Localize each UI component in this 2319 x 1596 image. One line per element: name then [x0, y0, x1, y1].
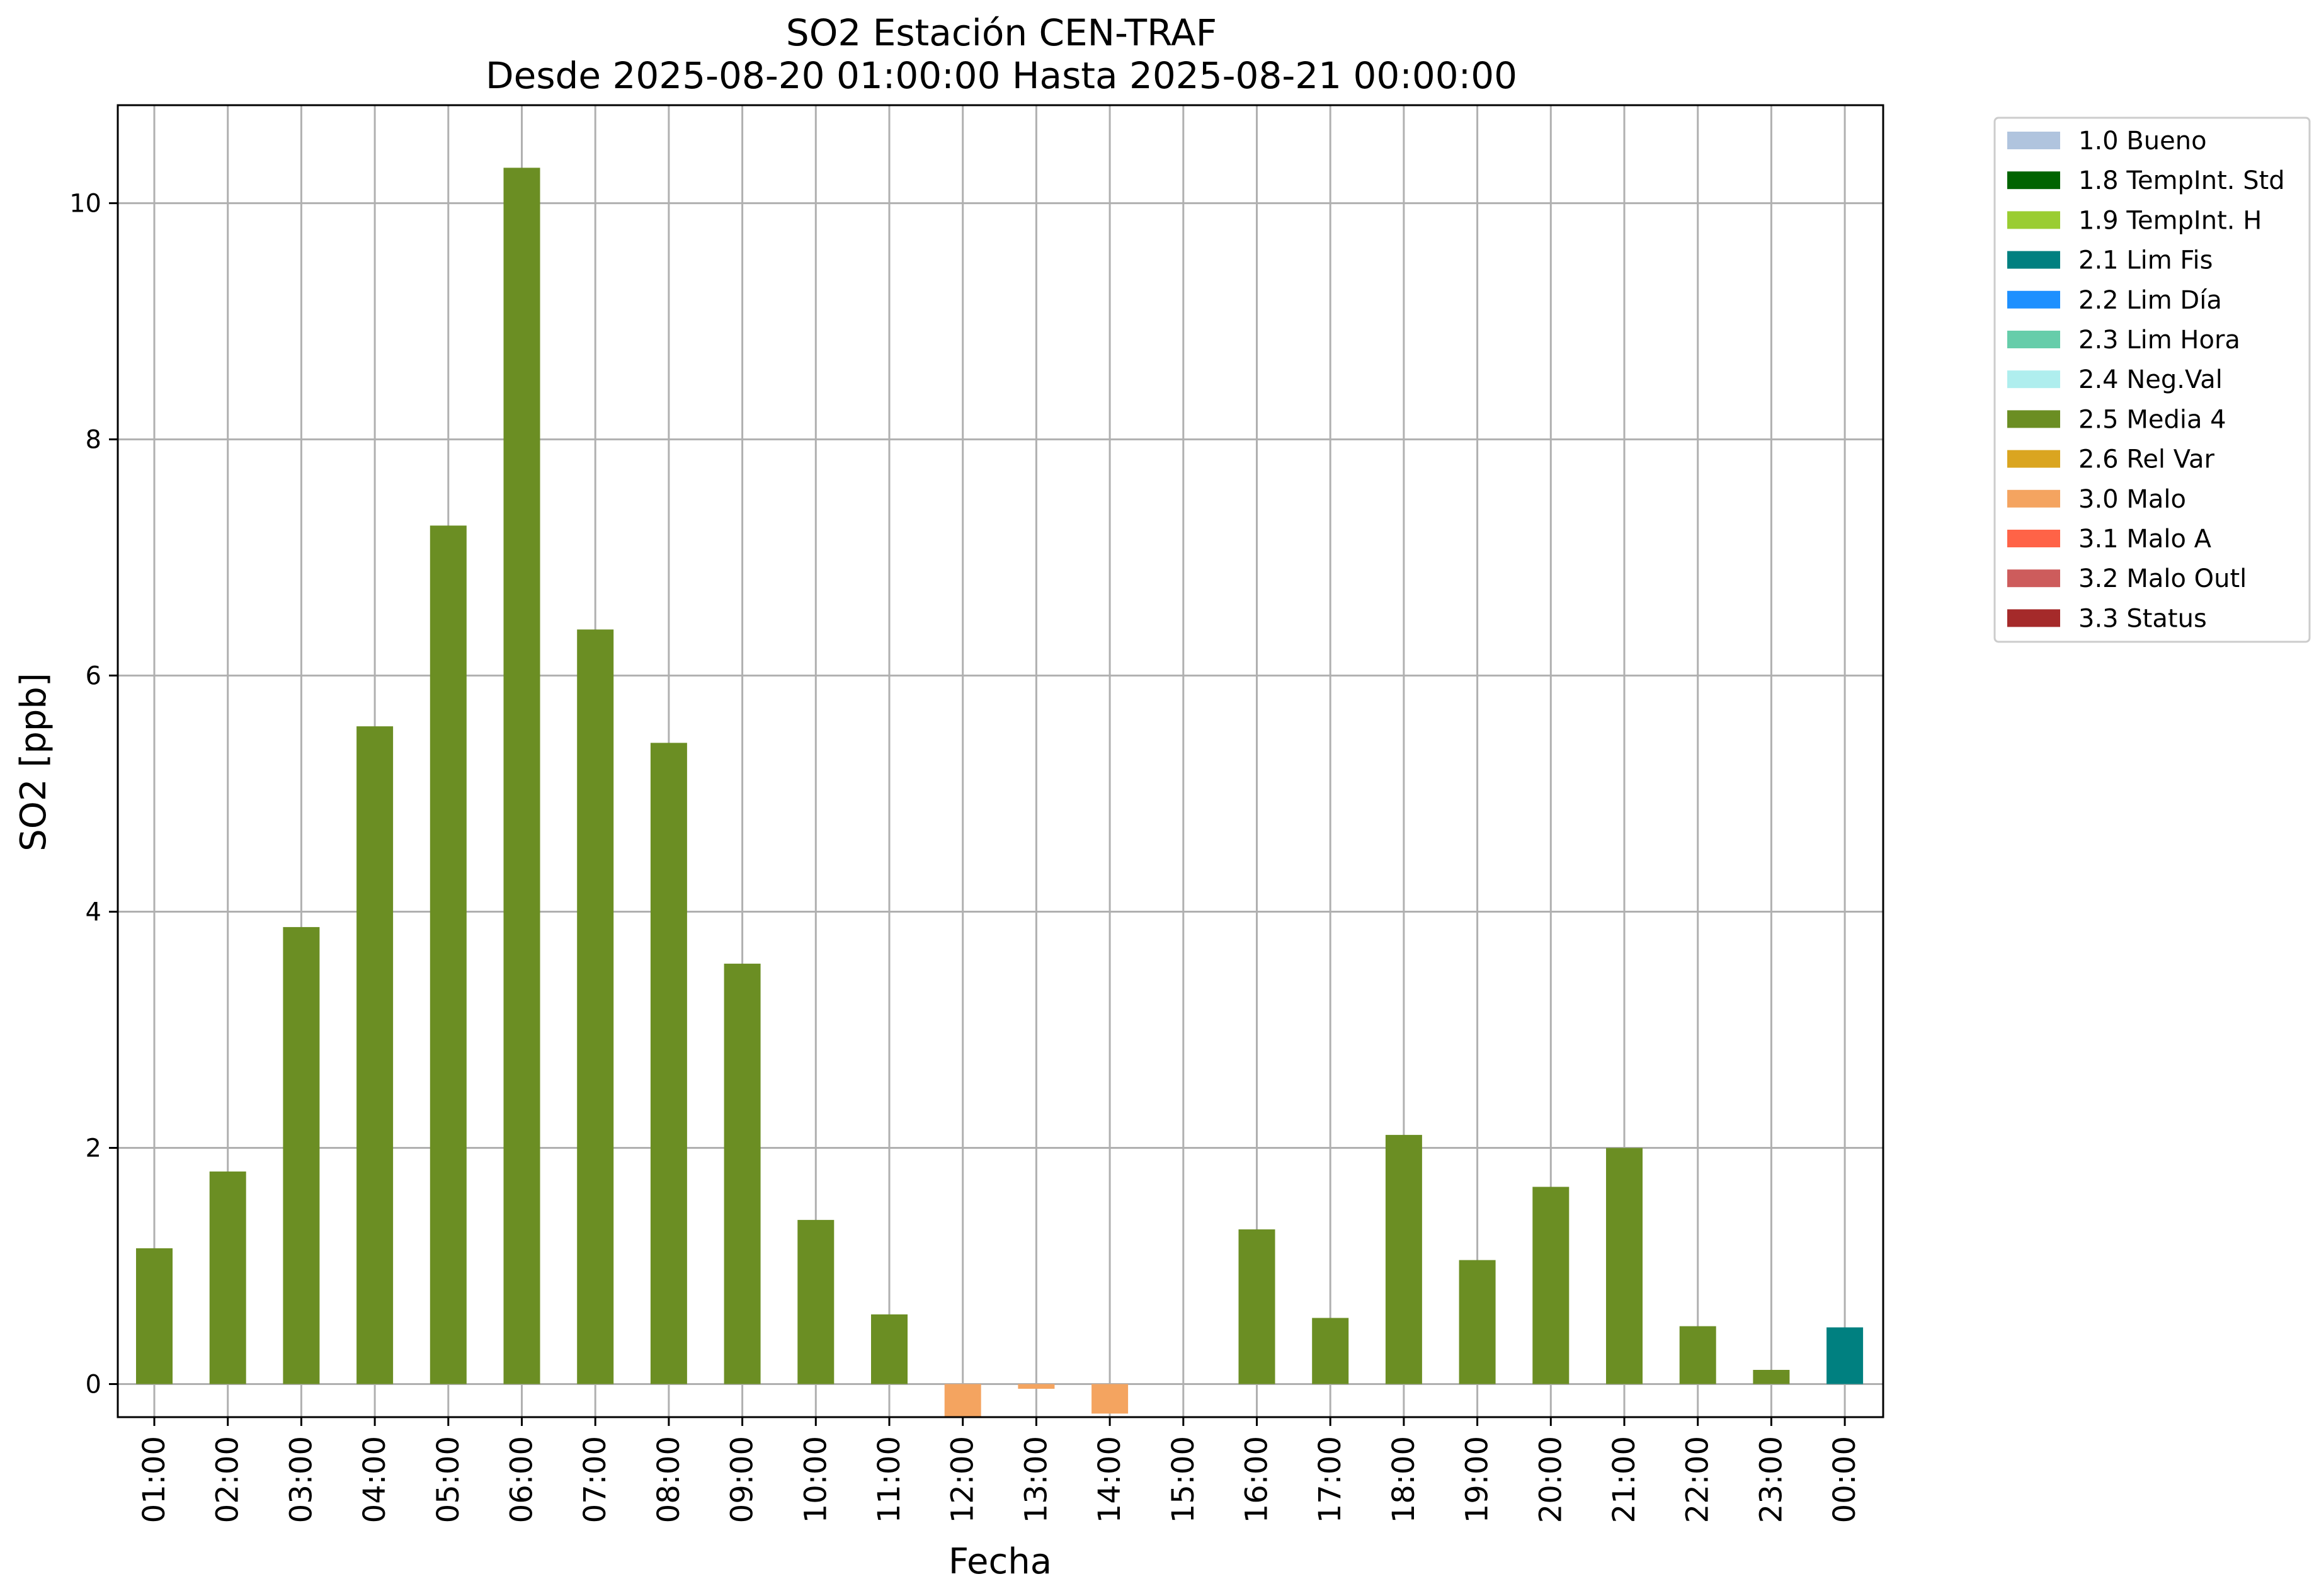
bar-20:00	[1532, 1187, 1570, 1384]
x-tick-label: 15:00	[1166, 1436, 1201, 1523]
x-tick-label: 02:00	[210, 1436, 246, 1523]
x-axis-label: Fecha	[949, 1541, 1052, 1582]
legend-swatch	[2007, 450, 2060, 468]
legend-label: 2.3 Lim Hora	[2078, 326, 2240, 355]
y-tick-label: 0	[86, 1371, 101, 1399]
legend-swatch	[2007, 410, 2060, 428]
x-tick-label: 17:00	[1313, 1436, 1348, 1523]
y-tick-label: 10	[69, 190, 101, 219]
bar-02:00	[209, 1171, 246, 1384]
x-tick-label: 22:00	[1680, 1436, 1716, 1523]
bar-09:00	[724, 964, 761, 1384]
x-tick-label: 13:00	[1018, 1436, 1054, 1523]
legend-swatch	[2007, 211, 2060, 229]
x-tick-label: 07:00	[578, 1436, 613, 1523]
legend-label: 2.4 Neg.Val	[2078, 365, 2223, 394]
legend-label: 1.9 TempInt. H	[2078, 206, 2262, 235]
legend-swatch	[2007, 132, 2060, 149]
legend-swatch	[2007, 331, 2060, 348]
bar-23:00	[1753, 1370, 1790, 1384]
bar-04:00	[356, 726, 394, 1384]
x-tick-label: 19:00	[1460, 1436, 1495, 1523]
legend-swatch	[2007, 370, 2060, 389]
legend-label: 2.1 Lim Fis	[2078, 246, 2213, 275]
bar-08:00	[650, 743, 687, 1384]
x-tick-label: 16:00	[1239, 1436, 1275, 1523]
legend-label: 1.8 TempInt. Std	[2078, 166, 2285, 195]
y-tick-label: 8	[86, 426, 101, 455]
x-tick-label: 23:00	[1753, 1436, 1789, 1523]
legend: 1.0 Bueno 1.8 TempInt. Std 1.9 TempInt. H 2…	[1993, 117, 2311, 643]
bar-21:00	[1606, 1148, 1643, 1384]
x-tick-label: 12:00	[945, 1436, 981, 1523]
legend-label: 2.5 Media 4	[2078, 405, 2226, 434]
legend-label: 3.2 Malo Outl	[2078, 564, 2247, 593]
x-tick-label: 20:00	[1533, 1436, 1568, 1523]
x-axis-ticks: 01:00 02:00 03:00 04:00 05:00 06:00 07:00 08:00…	[137, 1417, 1862, 1523]
y-tick-label: 4	[86, 898, 101, 927]
bar-05:00	[430, 525, 467, 1384]
legend-label: 1.0 Bueno	[2078, 127, 2207, 156]
y-axis-label: SO2 [ppb]	[13, 673, 54, 851]
bar-01:00	[136, 1248, 173, 1384]
x-tick-label: 06:00	[504, 1436, 540, 1523]
bar-19:00	[1459, 1260, 1496, 1384]
x-tick-label: 08:00	[651, 1436, 687, 1523]
x-tick-label: 14:00	[1092, 1436, 1127, 1523]
legend-label: 2.6 Rel Var	[2078, 445, 2215, 474]
bar-06:00	[503, 168, 540, 1384]
legend-label: 3.3 Status	[2078, 604, 2207, 633]
chart-title: SO2 Estación CEN-TRAF	[786, 11, 1217, 54]
x-tick-label: 10:00	[798, 1436, 833, 1523]
legend-swatch	[2007, 609, 2060, 627]
legend-swatch	[2007, 569, 2060, 588]
bar-03:00	[283, 926, 320, 1384]
bar-07:00	[577, 629, 614, 1384]
bar-18:00	[1385, 1134, 1422, 1384]
x-tick-label: 09:00	[725, 1436, 760, 1523]
legend-label: 2.2 Lim Día	[2078, 286, 2222, 315]
x-tick-label: 05:00	[431, 1436, 466, 1523]
legend-label: 3.0 Malo	[2078, 485, 2186, 514]
legend-swatch	[2007, 530, 2060, 547]
bar-16:00	[1238, 1229, 1275, 1384]
legend-label: 3.1 Malo A	[2078, 525, 2212, 554]
legend-swatch	[2007, 290, 2060, 309]
bar-12:00	[944, 1384, 981, 1417]
plot-frame	[117, 104, 1884, 1418]
bar-22:00	[1679, 1326, 1716, 1384]
x-tick-label: 11:00	[872, 1436, 907, 1523]
bar-14:00	[1091, 1384, 1129, 1414]
x-tick-label: 01:00	[137, 1436, 172, 1523]
chart-subtitle: Desde 2025-08-20 01:00:00 Hasta 2025-08-…	[486, 54, 1517, 97]
y-axis-ticks: 0 2 4 6 8 10	[69, 190, 118, 1399]
bar-13:00	[1018, 1384, 1055, 1389]
legend-swatch	[2007, 489, 2060, 508]
legend-box	[1993, 117, 2311, 643]
bar-11:00	[871, 1314, 908, 1384]
bar-10:00	[797, 1219, 835, 1384]
x-tick-label: 03:00	[283, 1436, 319, 1523]
legend-swatch	[2007, 251, 2060, 269]
y-tick-label: 2	[86, 1134, 101, 1163]
bars	[136, 168, 1864, 1417]
x-tick-label: 04:00	[357, 1436, 392, 1523]
x-tick-label: 00:00	[1827, 1436, 1862, 1523]
x-tick-label: 18:00	[1386, 1436, 1422, 1523]
x-tick-label: 21:00	[1607, 1436, 1642, 1523]
bar-17:00	[1312, 1318, 1349, 1384]
y-tick-label: 6	[86, 662, 101, 691]
bar-00:00	[1826, 1327, 1864, 1384]
legend-swatch	[2007, 171, 2060, 190]
